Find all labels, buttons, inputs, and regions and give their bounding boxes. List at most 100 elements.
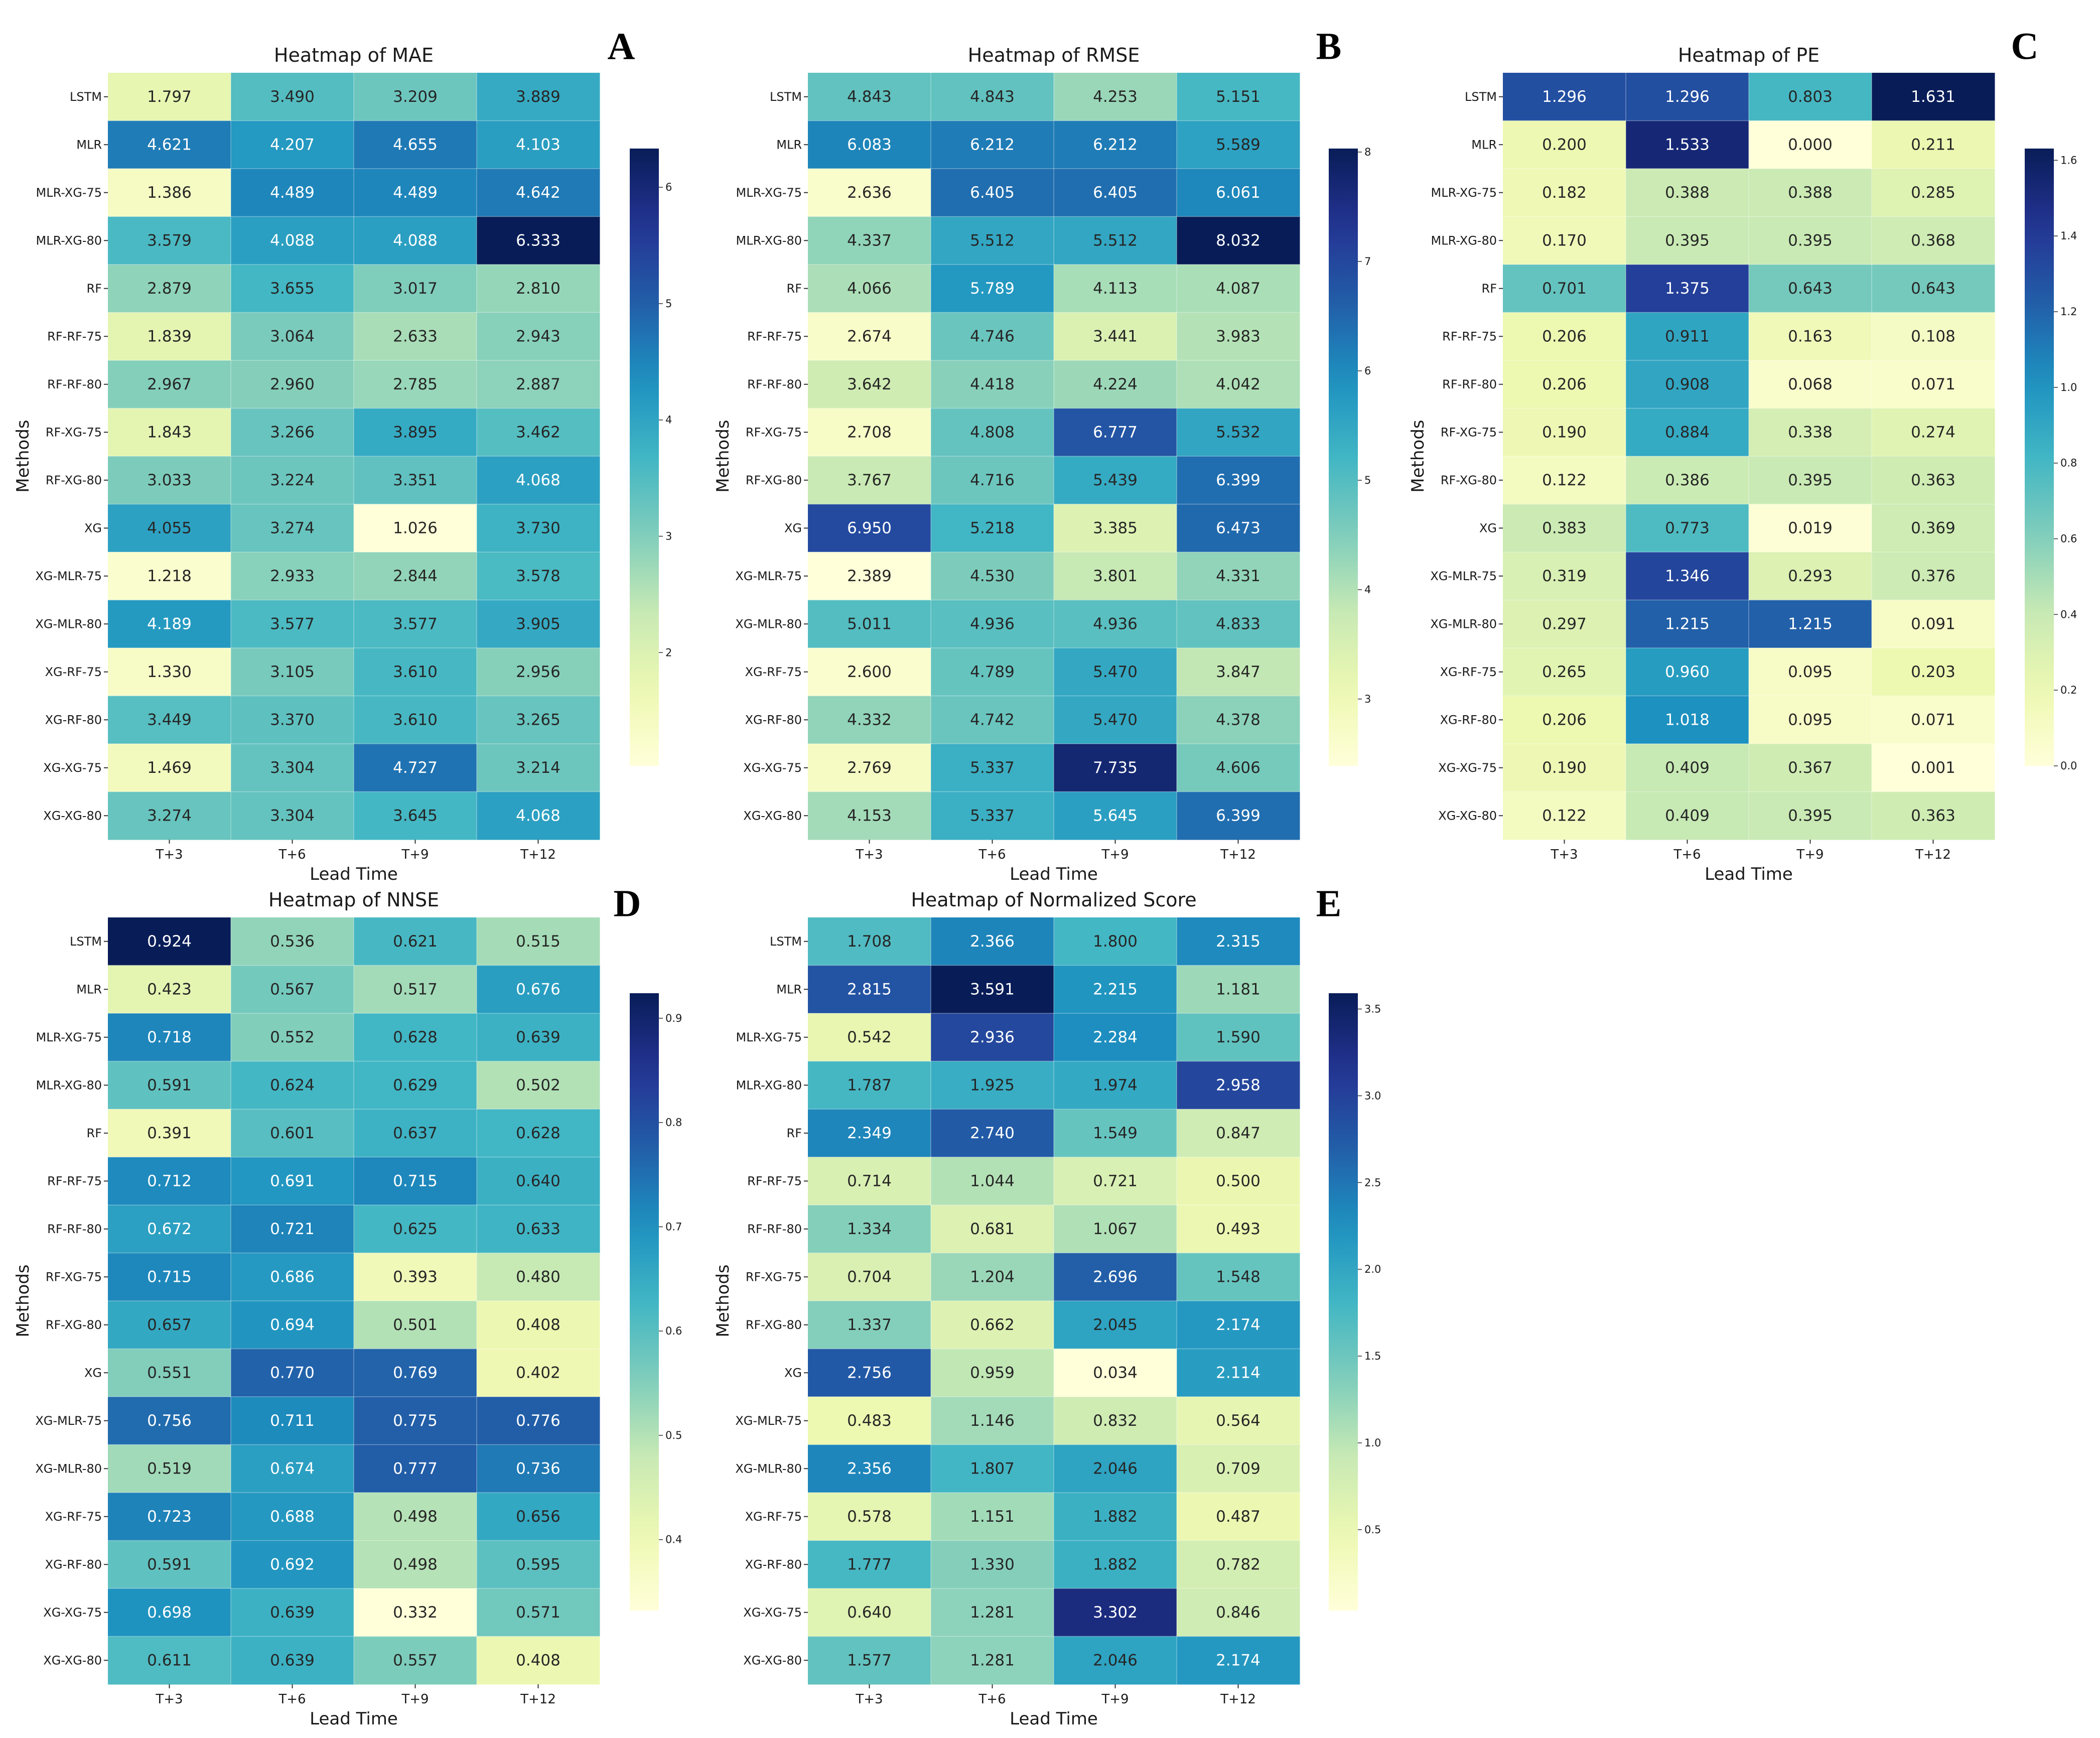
cell-value-label: 1.215 (1788, 615, 1833, 633)
heatmap-cell (808, 1397, 931, 1445)
cell-value-label: 4.378 (1216, 711, 1261, 729)
cell-value-label: 0.639 (270, 1651, 315, 1669)
cell-value-label: 0.691 (270, 1172, 315, 1190)
heatmap-cell (231, 1397, 354, 1445)
heatmap-cell (1872, 312, 1995, 361)
cell-value-label: 0.723 (147, 1508, 192, 1526)
heatmap-panel-b: B Heatmap of RMSE 4.843 4.843 4.253 5.151 6.08… (713, 25, 1371, 884)
heatmap-cell (477, 312, 600, 361)
cell-value-label: 4.843 (847, 88, 892, 106)
y-axis-label: Methods (713, 1264, 733, 1337)
heatmap-cell (231, 1540, 354, 1589)
heatmap-cell (931, 1444, 1054, 1493)
heatmap-cell (808, 648, 931, 696)
cell-value-label: 2.114 (1216, 1364, 1261, 1382)
x-tick-label: T+9 (1101, 1692, 1129, 1707)
cell-value-label: 0.071 (1911, 711, 1955, 729)
heatmap-cell (477, 600, 600, 648)
heatmap-cell (1872, 73, 1995, 121)
colorbar-tick-label: 1.2 (2060, 306, 2077, 318)
heatmap-cell (1749, 73, 1872, 121)
y-tick-label: XG-MLR-80 (35, 617, 102, 631)
cell-value-label: 4.224 (1093, 375, 1138, 393)
cell-value-label: 4.088 (270, 231, 315, 249)
y-tick-label: RF-RF-75 (1442, 329, 1497, 343)
cell-value-label: 0.338 (1788, 423, 1833, 441)
heatmap-cell (1054, 1061, 1177, 1110)
heatmap-cell (477, 648, 600, 696)
cell-value-label: 1.281 (970, 1603, 1015, 1622)
cell-value-label: 4.936 (970, 615, 1015, 633)
heatmap-cell (1872, 120, 1995, 169)
cell-value-label: 1.218 (147, 567, 192, 585)
heatmap-cell (108, 917, 231, 966)
heatmap-cell (1177, 1493, 1300, 1541)
heatmap-cell (808, 408, 931, 457)
heatmap-cell (354, 1301, 477, 1349)
y-axis-label: Methods (713, 420, 733, 492)
heatmap-cell (108, 965, 231, 1014)
heatmap-cell (1177, 360, 1300, 409)
heatmap-cell (1749, 169, 1872, 217)
x-tick-label: T+9 (401, 1692, 429, 1707)
heatmap-cell (354, 120, 477, 169)
cell-value-label: 2.844 (393, 567, 438, 585)
heatmap-cell (1054, 1301, 1177, 1349)
heatmap-cell (808, 1205, 931, 1253)
cell-value-label: 2.174 (1216, 1316, 1261, 1334)
cell-value-label: 4.055 (147, 519, 192, 537)
heatmap-cell (1503, 552, 1626, 600)
cell-value-label: 1.296 (1665, 88, 1710, 106)
heatmap-cell (108, 73, 231, 121)
x-tick-label: T+3 (155, 1692, 183, 1707)
cell-value-label: 0.363 (1911, 471, 1955, 489)
cell-value-label: 4.606 (1216, 759, 1261, 777)
y-tick-label: XG-XG-80 (743, 809, 802, 823)
colorbar-tick-label: 0.8 (2060, 457, 2077, 469)
heatmap-cell (1177, 1253, 1300, 1301)
cell-value-label: 2.879 (147, 280, 192, 298)
y-tick-label: RF (787, 1126, 802, 1140)
cell-value-label: 3.302 (1093, 1603, 1138, 1622)
x-tick-label: T+6 (978, 847, 1006, 862)
heatmap-cell (1177, 1301, 1300, 1349)
cell-value-label: 4.489 (393, 184, 438, 202)
colorbar-tick-label: 2 (665, 646, 672, 658)
heatmap-cell (1503, 648, 1626, 696)
y-tick-label: RF-XG-75 (746, 1270, 802, 1284)
heatmap-cell (1054, 552, 1177, 600)
cell-value-label: 4.189 (147, 615, 192, 633)
y-tick-label: XG-MLR-80 (1430, 617, 1497, 631)
heatmap-cell (354, 1444, 477, 1493)
cell-value-label: 1.386 (147, 184, 192, 202)
cell-value-label: 0.095 (1788, 663, 1833, 681)
cell-value-label: 3.385 (1093, 519, 1138, 537)
cell-value-label: 0.502 (516, 1076, 561, 1094)
cell-value-label: 1.548 (1216, 1268, 1261, 1286)
y-tick-label: XG-RF-75 (745, 665, 802, 679)
cell-value-label: 3.847 (1216, 663, 1261, 681)
heatmap-cell (808, 456, 931, 504)
cell-value-label: 0.000 (1788, 136, 1833, 154)
heatmap-cell (1177, 696, 1300, 744)
heatmap-cell (477, 73, 600, 121)
heatmap-cell (1054, 1205, 1177, 1253)
y-tick-label: MLR (76, 982, 102, 996)
cell-value-label: 1.330 (970, 1555, 1015, 1573)
colorbar-tick-label: 2.5 (1364, 1176, 1381, 1188)
cell-value-label: 1.800 (1093, 932, 1138, 951)
cell-value-label: 6.212 (1093, 136, 1138, 154)
cell-value-label: 1.839 (147, 327, 192, 345)
heatmap-cell (1749, 456, 1872, 504)
cell-value-label: 5.218 (970, 519, 1015, 537)
y-tick-label: XG-MLR-75 (35, 569, 102, 583)
cell-value-label: 1.330 (147, 663, 192, 681)
cell-value-label: 1.777 (847, 1555, 892, 1573)
cell-value-label: 0.363 (1911, 807, 1955, 825)
y-tick-label: XG-XG-80 (743, 1653, 802, 1667)
heatmap-cell (931, 1588, 1054, 1637)
cell-value-label: 0.487 (1216, 1508, 1261, 1526)
heatmap-cell (1054, 120, 1177, 169)
heatmap-cell (808, 1444, 931, 1493)
heatmap-cell (808, 360, 931, 409)
